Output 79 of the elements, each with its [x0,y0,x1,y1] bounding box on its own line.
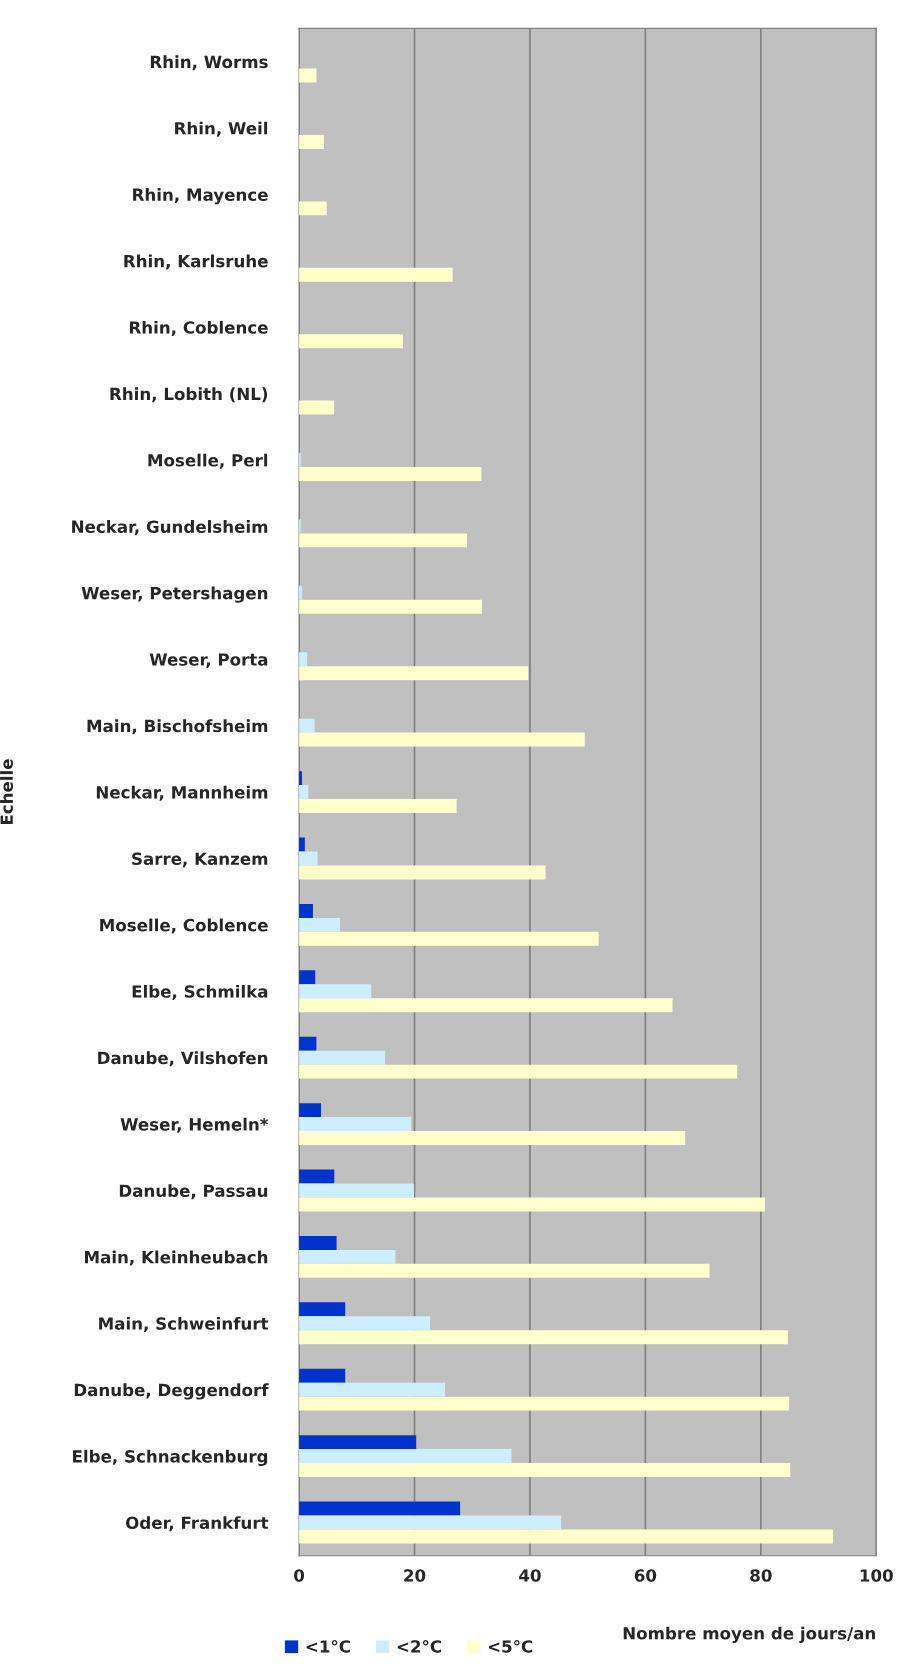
bar [299,1435,417,1450]
bar [299,467,482,481]
x-axis-title: Nombre moyen de jours/an [623,1626,875,1643]
y-tick-label: Main, Kleinheubach [85,1250,268,1266]
bar [299,533,468,548]
y-tick-label: Oder, Frankfurt [126,1516,269,1532]
bar [299,1235,337,1250]
bar [299,984,372,999]
bar [299,851,318,866]
bar [299,1515,562,1530]
bar [299,1449,512,1464]
y-tick-label: Weser, Hemeln* [120,1117,269,1133]
bar [299,599,483,614]
x-tick-label: 100 [860,1569,893,1582]
bar [299,1396,790,1411]
bar [299,1316,431,1331]
y-tick-label: Main, Bischofsheim [87,719,268,735]
bar [299,1050,386,1065]
bar [299,732,585,747]
bar [299,267,453,282]
x-tick-label: 20 [404,1569,426,1582]
bar [299,1330,788,1345]
y-tick-label: Main, Schweinfurt [99,1316,269,1332]
bar [299,1529,833,1544]
bar [299,1382,446,1397]
y-tick-label: Rhin, Karlsruhe [124,254,268,270]
y-axis-title: Echelle [0,759,13,825]
y-tick-label: Elbe, Schmilka [132,984,268,1000]
bar [299,1249,396,1264]
y-tick-label: Rhin, Mayence [133,188,268,205]
bar [299,1197,765,1212]
y-tick-label: Neckar, Mannheim [96,785,268,801]
bar [299,970,316,985]
bar [299,1463,791,1478]
y-tick-label: Rhin, Lobith (NL) [110,387,268,403]
bar [299,1263,710,1278]
bar [299,334,403,349]
bar [299,1036,317,1051]
bar [299,1302,346,1317]
bar [299,1103,321,1118]
y-tick-label: Danube, Deggendorf [74,1383,269,1400]
legend-label: <5°C [488,1640,533,1653]
bar [299,666,529,681]
bar [299,201,327,216]
y-tick-label: Elbe, Schnackenburg [73,1449,268,1467]
bar [299,1169,335,1184]
bar [299,799,457,813]
bar [299,718,315,733]
bar [299,917,341,932]
y-tick-label: Weser, Petershagen [81,586,268,603]
y-tick-label: Neckar, Gundelsheim [72,520,268,536]
bar [299,865,546,880]
x-tick-label: 40 [519,1569,541,1582]
bar [299,68,317,83]
bar [299,1064,738,1079]
y-tick-label: Moselle, Perl [148,453,268,469]
y-tick-label: Sarre, Kanzem [132,852,268,868]
bar [299,903,313,918]
bar [299,931,599,946]
bar [299,998,673,1013]
y-tick-label: Danube, Passau [119,1184,268,1200]
bar [299,1131,686,1145]
y-tick-label: Rhin, Coblence [129,320,268,336]
x-tick-label: 80 [750,1569,772,1582]
y-tick-label: Moselle, Coblence [100,918,268,934]
bar [299,1183,414,1198]
bar [299,1117,412,1132]
bar [299,400,335,415]
x-tick-label: 60 [634,1569,657,1582]
legend-label: <2°C [397,1640,442,1653]
legend-label: <1°C [306,1640,350,1653]
y-tick-label: Rhin, Worms [150,55,268,71]
y-tick-label: Weser, Porta [149,653,268,668]
bar [299,1368,346,1383]
y-tick-label: Rhin, Weil [175,121,268,137]
bar [299,1501,461,1516]
y-tick-label: Danube, Vilshofen [98,1051,268,1067]
x-tick-label: 0 [294,1569,305,1582]
bar [299,134,324,149]
